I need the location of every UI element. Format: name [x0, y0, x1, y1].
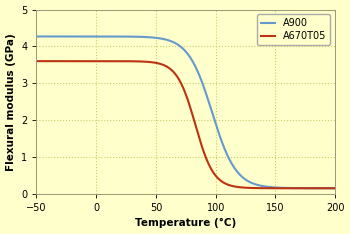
A670T05 [333, 187, 337, 190]
Legend: A900, A670T05: A900, A670T05 [257, 15, 330, 45]
A900 [212, 118, 216, 121]
X-axis label: Temperature (°C): Temperature (°C) [135, 218, 236, 228]
A900 [34, 35, 38, 38]
A900 [326, 187, 330, 190]
A900 [178, 45, 182, 48]
Y-axis label: Flexural modulus (GPa): Flexural modulus (GPa) [6, 33, 15, 171]
A900 [176, 44, 180, 46]
A670T05 [212, 172, 216, 175]
A670T05 [196, 133, 200, 135]
A670T05 [178, 80, 182, 83]
A670T05 [326, 187, 330, 190]
A900 [333, 187, 337, 190]
Line: A900: A900 [36, 37, 335, 188]
A670T05 [34, 60, 38, 62]
A900 [279, 186, 284, 189]
Line: A670T05: A670T05 [36, 61, 335, 188]
A670T05 [279, 187, 284, 190]
A670T05 [176, 77, 180, 80]
A900 [196, 71, 200, 74]
